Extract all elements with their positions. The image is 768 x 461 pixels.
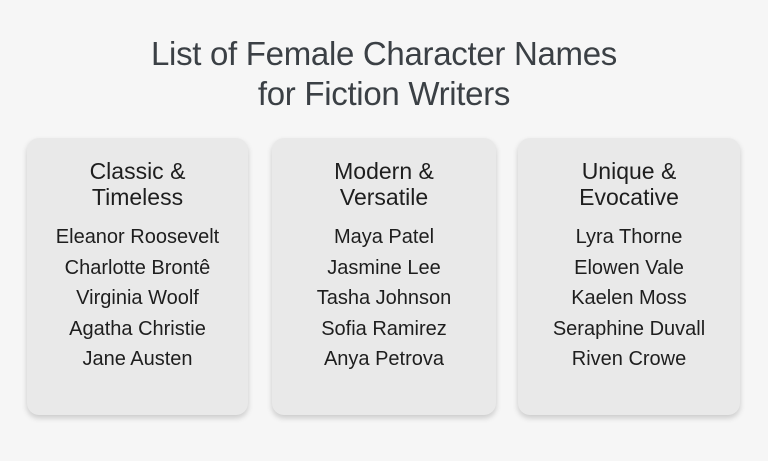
heading-line: Modern &: [334, 158, 434, 184]
title-line-1: List of Female Character Names: [150, 35, 617, 72]
card-modern-versatile: Modern & Versatile Maya Patel Jasmine Le…: [272, 138, 496, 415]
list-item: Kaelen Moss: [571, 287, 687, 309]
name-list: Eleanor Roosevelt Charlotte Brontê Virgi…: [27, 222, 248, 375]
list-item: Agatha Christie: [69, 317, 206, 340]
list-item: Lyra Thorne: [575, 226, 683, 248]
list-item: Virginia Woolf: [76, 287, 199, 309]
list-item: Jasmine Lee: [327, 256, 441, 279]
list-item: Jane Austen: [82, 348, 193, 370]
list-item: Riven Crowe: [571, 348, 687, 370]
heading-line: Unique &: [581, 158, 677, 184]
card-heading: Classic & Timeless: [27, 158, 248, 210]
name-list: Lyra Thorne Elowen Vale Kaelen Moss Sera…: [518, 222, 740, 375]
card-heading: Unique & Evocative: [518, 158, 740, 210]
card-classic-timeless: Classic & Timeless Eleanor Roosevelt Cha…: [27, 138, 248, 415]
list-item: Maya Patel: [333, 226, 435, 248]
page-title: List of Female Character Names for Ficti…: [0, 34, 768, 114]
card-unique-evocative: Unique & Evocative Lyra Thorne Elowen Va…: [518, 138, 740, 415]
list-item: Anya Petrova: [323, 348, 445, 370]
heading-line: Evocative: [579, 184, 679, 210]
name-list: Maya Patel Jasmine Lee Tasha Johnson Sof…: [272, 222, 496, 375]
list-item: Charlotte Brontê: [64, 256, 211, 279]
list-item: Sofia Ramirez: [321, 317, 447, 340]
list-item: Tasha Johnson: [316, 287, 452, 309]
title-line-2: for Fiction Writers: [257, 75, 511, 112]
heading-line: Classic &: [89, 158, 186, 184]
heading-line: Timeless: [91, 184, 184, 210]
list-item: Elowen Vale: [574, 256, 684, 279]
heading-line: Versatile: [339, 184, 429, 210]
list-item: Seraphine Duvall: [552, 317, 706, 340]
card-heading: Modern & Versatile: [272, 158, 496, 210]
list-item: Eleanor Roosevelt: [55, 226, 220, 248]
